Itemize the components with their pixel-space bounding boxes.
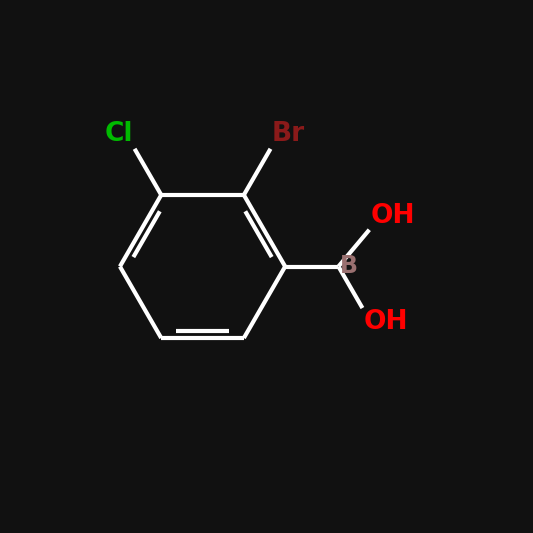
Text: OH: OH (364, 309, 408, 335)
Text: B: B (340, 254, 358, 278)
Text: OH: OH (371, 203, 415, 229)
Text: Br: Br (272, 121, 305, 147)
Text: Cl: Cl (104, 121, 133, 147)
